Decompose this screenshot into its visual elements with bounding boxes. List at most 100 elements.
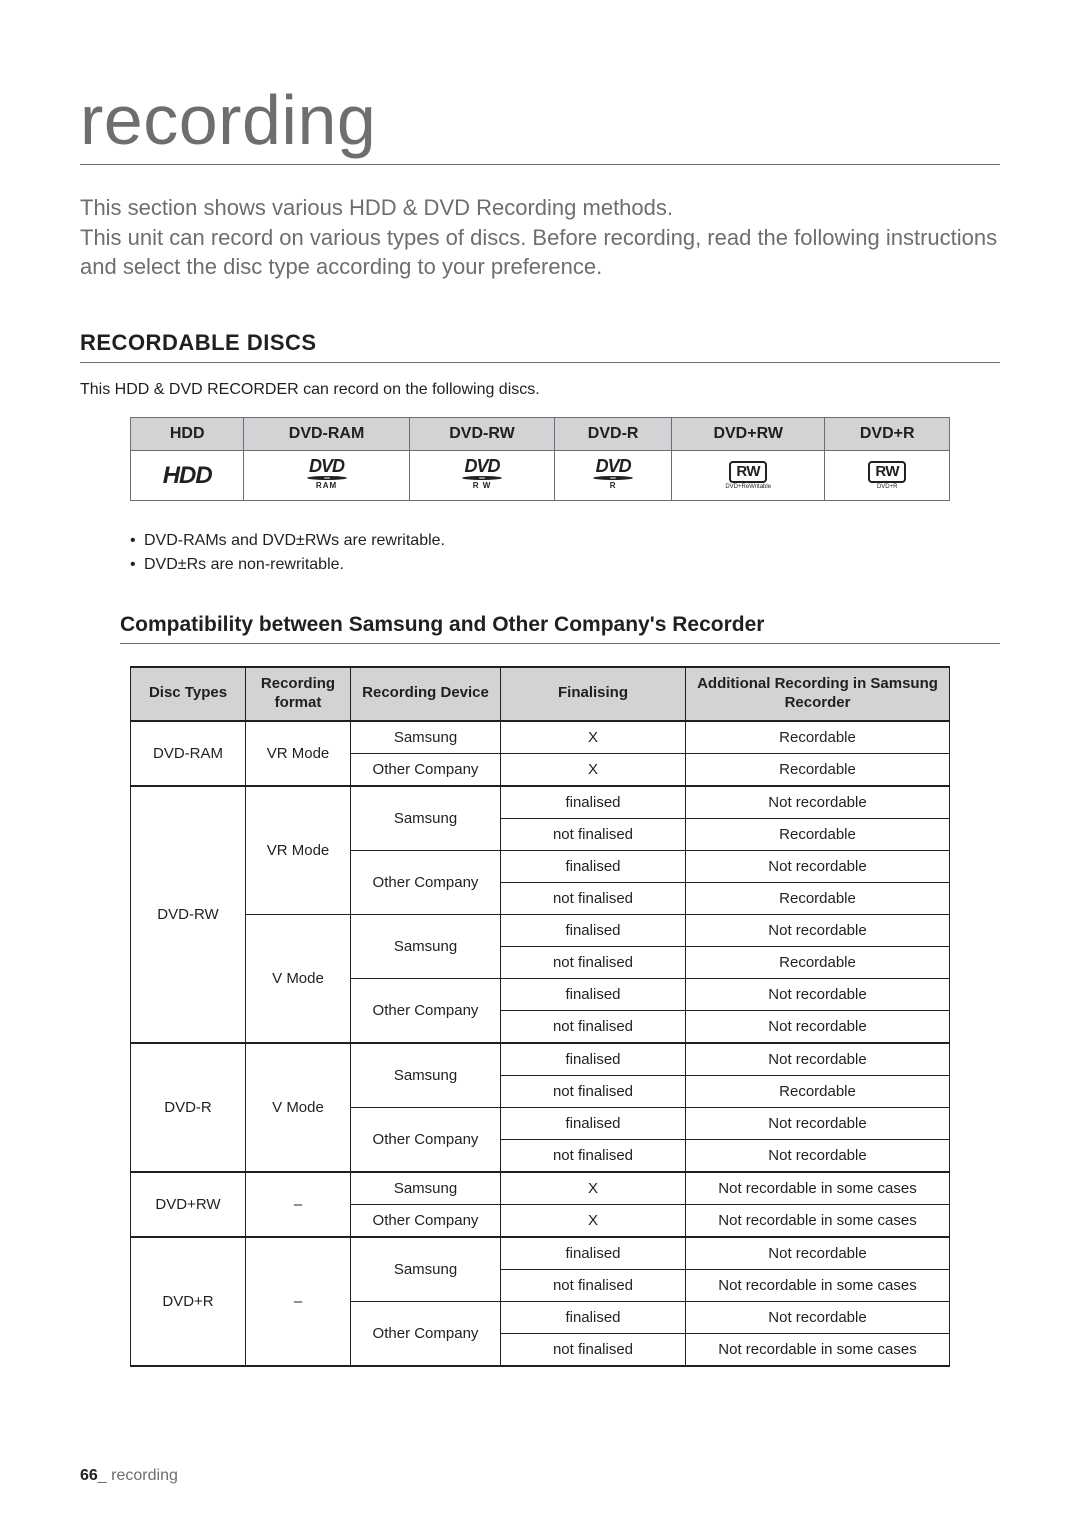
disc-type-cell: DVD-RW: [131, 786, 246, 1043]
additional-cell: Not recordable in some cases: [686, 1333, 950, 1366]
additional-cell: Recordable: [686, 882, 950, 914]
device-cell: Samsung: [351, 721, 501, 754]
device-cell: Other Company: [351, 1204, 501, 1237]
format-cell: V Mode: [246, 1043, 351, 1172]
footer-label: recording: [111, 1467, 178, 1484]
disc-types-table: HDD DVD-RAM DVD-RW DVD-R DVD+RW DVD+R HD…: [130, 417, 950, 501]
device-cell: Other Company: [351, 978, 501, 1043]
device-cell: Other Company: [351, 850, 501, 914]
additional-cell: Not recordable in some cases: [686, 1269, 950, 1301]
format-cell: V Mode: [246, 914, 351, 1043]
dvd-r-icon: DVDR: [593, 458, 633, 488]
finalising-cell: not finalised: [501, 882, 686, 914]
dvd-rw-icon: DVDR W: [462, 458, 502, 488]
bullet-item: DVD-RAMs and DVD±RWs are rewritable.: [130, 529, 950, 553]
device-cell: Other Company: [351, 1107, 501, 1172]
disc-header: DVD+R: [825, 418, 950, 451]
finalising-cell: not finalised: [501, 1139, 686, 1172]
format-cell: –: [246, 1237, 351, 1366]
device-cell: Samsung: [351, 786, 501, 851]
finalising-cell: finalised: [501, 914, 686, 946]
hdd-icon: HDD: [163, 462, 212, 489]
compat-col-header: Finalising: [501, 667, 686, 721]
device-cell: Samsung: [351, 914, 501, 978]
finalising-cell: finalised: [501, 1237, 686, 1270]
additional-cell: Recordable: [686, 818, 950, 850]
section-heading: RECORDABLE DISCS: [80, 330, 1000, 363]
dvd-plus-rw-icon: RW: [729, 461, 767, 483]
compat-col-header: Recording format: [246, 667, 351, 721]
finalising-cell: finalised: [501, 850, 686, 882]
additional-cell: Not recordable: [686, 978, 950, 1010]
finalising-cell: finalised: [501, 786, 686, 819]
finalising-cell: not finalised: [501, 946, 686, 978]
additional-cell: Not recordable: [686, 1043, 950, 1076]
dvd-ram-icon: DVDRAM: [307, 458, 347, 488]
disc-type-cell: DVD+RW: [131, 1172, 246, 1237]
additional-cell: Not recordable in some cases: [686, 1172, 950, 1205]
additional-cell: Recordable: [686, 946, 950, 978]
additional-cell: Not recordable: [686, 1010, 950, 1043]
additional-cell: Recordable: [686, 753, 950, 786]
additional-cell: Not recordable: [686, 914, 950, 946]
rw-sub-label: DVD+ReWritable: [676, 484, 820, 490]
section-subtext: This HDD & DVD RECORDER can record on th…: [80, 381, 1000, 399]
dvd-rw-logo-cell: DVDR W: [409, 451, 555, 501]
additional-cell: Not recordable: [686, 1107, 950, 1139]
device-cell: Samsung: [351, 1237, 501, 1302]
device-cell: Samsung: [351, 1172, 501, 1205]
finalising-cell: X: [501, 753, 686, 786]
rw-sub-label: DVD+R: [829, 484, 945, 490]
disc-type-cell: DVD-R: [131, 1043, 246, 1172]
disc-header: DVD-RW: [409, 418, 555, 451]
additional-cell: Not recordable: [686, 786, 950, 819]
additional-cell: Not recordable: [686, 1237, 950, 1270]
additional-cell: Not recordable in some cases: [686, 1204, 950, 1237]
disc-header: DVD+RW: [671, 418, 824, 451]
dvd-plus-r-logo-cell: RWDVD+R: [825, 451, 950, 501]
additional-cell: Not recordable: [686, 850, 950, 882]
device-cell: Samsung: [351, 1043, 501, 1108]
finalising-cell: X: [501, 721, 686, 754]
dvd-ram-logo-cell: DVDRAM: [244, 451, 409, 501]
format-cell: VR Mode: [246, 721, 351, 786]
additional-cell: Recordable: [686, 1075, 950, 1107]
finalising-cell: finalised: [501, 1043, 686, 1076]
page-footer: 66_ recording: [80, 1467, 178, 1485]
finalising-cell: X: [501, 1204, 686, 1237]
format-cell: –: [246, 1172, 351, 1237]
finalising-cell: not finalised: [501, 1269, 686, 1301]
compat-col-header: Disc Types: [131, 667, 246, 721]
hdd-logo-cell: HDD: [131, 451, 244, 501]
intro-text: This section shows various HDD & DVD Rec…: [80, 193, 1000, 282]
compat-col-header: Recording Device: [351, 667, 501, 721]
additional-cell: Not recordable: [686, 1139, 950, 1172]
dvd-r-logo-cell: DVDR: [555, 451, 672, 501]
disc-type-cell: DVD-RAM: [131, 721, 246, 786]
disc-type-cell: DVD+R: [131, 1237, 246, 1366]
compat-table: Disc Types Recording format Recording De…: [130, 666, 950, 1367]
bullet-item: DVD±Rs are non-rewritable.: [130, 553, 950, 577]
finalising-cell: finalised: [501, 1301, 686, 1333]
page-title: recording: [80, 80, 1000, 165]
finalising-cell: finalised: [501, 1107, 686, 1139]
bullet-list: DVD-RAMs and DVD±RWs are rewritable. DVD…: [130, 529, 950, 577]
compat-heading: Compatibility between Samsung and Other …: [120, 613, 1000, 644]
compat-col-header: Additional Recording in Samsung Recorder: [686, 667, 950, 721]
finalising-cell: not finalised: [501, 1010, 686, 1043]
finalising-cell: finalised: [501, 978, 686, 1010]
finalising-cell: X: [501, 1172, 686, 1205]
page-number: 66: [80, 1467, 98, 1484]
format-cell: VR Mode: [246, 786, 351, 915]
finalising-cell: not finalised: [501, 818, 686, 850]
dvd-plus-r-icon: RW: [868, 461, 906, 483]
device-cell: Other Company: [351, 753, 501, 786]
additional-cell: Recordable: [686, 721, 950, 754]
footer-sep: _: [98, 1467, 107, 1484]
device-cell: Other Company: [351, 1301, 501, 1366]
additional-cell: Not recordable: [686, 1301, 950, 1333]
finalising-cell: not finalised: [501, 1075, 686, 1107]
finalising-cell: not finalised: [501, 1333, 686, 1366]
disc-header: DVD-R: [555, 418, 672, 451]
disc-header: HDD: [131, 418, 244, 451]
